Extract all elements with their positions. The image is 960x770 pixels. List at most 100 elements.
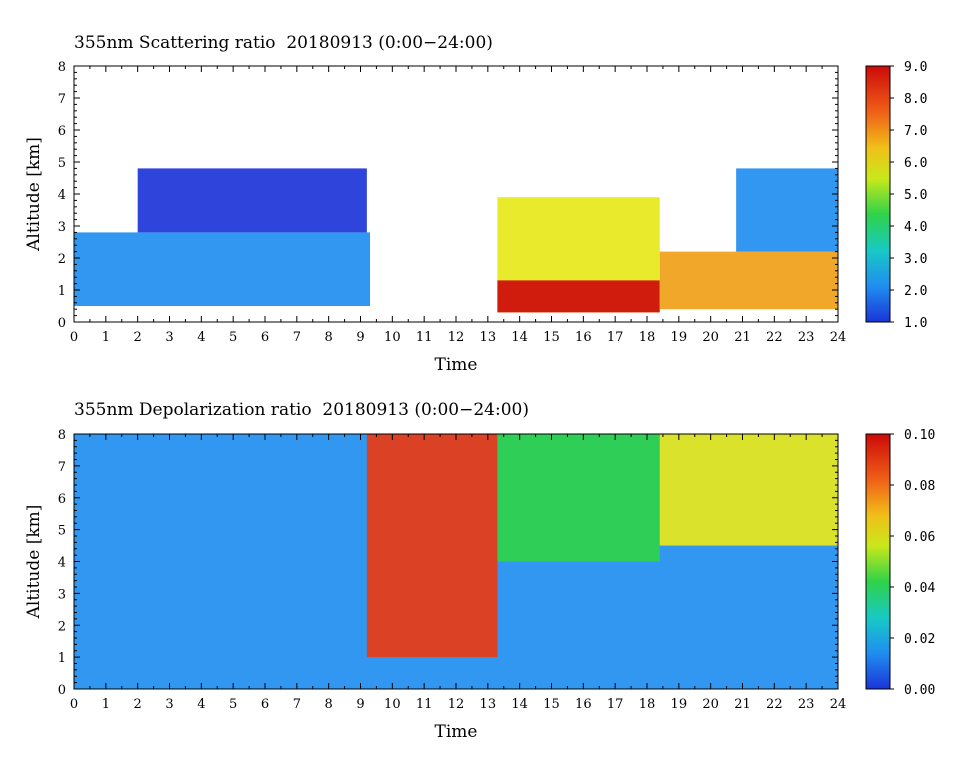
x-tick-label: 23 bbox=[798, 697, 815, 712]
x-tick-label: 19 bbox=[671, 697, 688, 712]
colorbar-tick-label: 0.00 bbox=[904, 683, 935, 698]
colorbar-tick-label: 4.0 bbox=[904, 220, 927, 235]
x-tick-label: 10 bbox=[384, 330, 401, 345]
heatmap-region bbox=[137, 168, 367, 233]
heatmap-region bbox=[659, 434, 838, 546]
y-tick-label: 8 bbox=[58, 428, 66, 443]
colorbar-tick-label: 5.0 bbox=[904, 188, 927, 203]
y-tick-label: 2 bbox=[58, 619, 66, 634]
x-tick-label: 24 bbox=[830, 330, 847, 345]
x-tick-label: 3 bbox=[165, 697, 173, 712]
colorbar bbox=[865, 65, 891, 323]
x-tick-label: 9 bbox=[356, 330, 364, 345]
y-tick-label: 5 bbox=[58, 524, 66, 539]
panel-0: 0 1 2 3 4 5 6 7 8 9 10 11 12 13 14 15 16 17 18 19 20 21 22 23 24… bbox=[24, 60, 927, 375]
heatmap-region bbox=[497, 434, 660, 562]
x-tick-label: 18 bbox=[639, 330, 656, 345]
colorbar bbox=[865, 433, 891, 690]
x-tick-label: 0 bbox=[70, 330, 78, 345]
x-tick-label: 12 bbox=[448, 697, 465, 712]
chart-title-depolarization: 355nm Depolarization ratio 20180913 (0:0… bbox=[74, 400, 529, 420]
x-tick-label: 14 bbox=[511, 697, 528, 712]
colorbar-tick-label: 0.02 bbox=[904, 632, 935, 647]
x-tick-label: 20 bbox=[702, 330, 719, 345]
x-tick-label: 5 bbox=[229, 697, 237, 712]
colorbar-tick-label: 6.0 bbox=[904, 156, 927, 171]
x-tick-label: 13 bbox=[480, 330, 497, 345]
x-tick-label: 8 bbox=[325, 697, 333, 712]
x-tick-label: 15 bbox=[543, 330, 560, 345]
x-tick-label: 19 bbox=[671, 330, 688, 345]
colorbar-tick-label: 0.10 bbox=[904, 428, 935, 443]
x-tick-label: 24 bbox=[830, 697, 847, 712]
x-tick-label: 5 bbox=[229, 330, 237, 345]
y-tick-label: 3 bbox=[58, 587, 66, 602]
colorbar-tick-label: 8.0 bbox=[904, 92, 927, 107]
x-tick-label: 22 bbox=[766, 330, 783, 345]
x-tick-label: 7 bbox=[293, 330, 301, 345]
x-tick-label: 4 bbox=[197, 330, 205, 345]
x-tick-label: 20 bbox=[702, 697, 719, 712]
x-tick-label: 16 bbox=[575, 697, 592, 712]
colorbar-tick-label: 0.04 bbox=[904, 581, 935, 596]
x-tick-label: 11 bbox=[416, 697, 433, 712]
y-tick-label: 0 bbox=[58, 683, 66, 698]
x-tick-label: 11 bbox=[416, 330, 433, 345]
x-tick-label: 17 bbox=[607, 330, 624, 345]
x-tick-label: 2 bbox=[134, 330, 142, 345]
panel-1: 0 1 2 3 4 5 6 7 8 9 10 11 12 13 14 15 16 17 18 19 20 21 22 23 24… bbox=[24, 428, 935, 742]
colorbar-tick-label: 1.0 bbox=[904, 316, 927, 331]
colorbar-tick-label: 9.0 bbox=[904, 60, 927, 75]
x-tick-label: 7 bbox=[293, 697, 301, 712]
y-tick-label: 3 bbox=[58, 220, 66, 235]
colorbar-tick-label: 7.0 bbox=[904, 124, 927, 139]
x-tick-label: 18 bbox=[639, 697, 656, 712]
x-tick-label: 14 bbox=[511, 330, 528, 345]
heatmap-region bbox=[659, 251, 838, 310]
x-tick-label: 12 bbox=[448, 330, 465, 345]
x-tick-label: 2 bbox=[134, 697, 142, 712]
y-tick-label: 7 bbox=[58, 92, 66, 107]
y-tick-label: 6 bbox=[58, 492, 66, 507]
x-axis-label: Time bbox=[435, 722, 478, 742]
y-tick-label: 4 bbox=[58, 556, 66, 571]
x-tick-label: 17 bbox=[607, 697, 624, 712]
x-tick-label: 0 bbox=[70, 697, 78, 712]
x-tick-label: 15 bbox=[543, 697, 560, 712]
x-tick-label: 21 bbox=[734, 330, 751, 345]
y-axis-label: Altitude [km] bbox=[24, 137, 44, 252]
y-tick-label: 7 bbox=[58, 460, 66, 475]
colorbar-tick-label: 0.06 bbox=[904, 530, 935, 545]
x-tick-label: 22 bbox=[766, 697, 783, 712]
y-tick-label: 2 bbox=[58, 252, 66, 267]
colorbar-tick-label: 3.0 bbox=[904, 252, 927, 267]
y-tick-label: 1 bbox=[58, 284, 66, 299]
x-tick-label: 21 bbox=[734, 697, 751, 712]
colorbar-tick-label: 0.08 bbox=[904, 479, 935, 494]
x-tick-label: 8 bbox=[325, 330, 333, 345]
x-tick-label: 23 bbox=[798, 330, 815, 345]
colorbar-tick-label: 2.0 bbox=[904, 284, 927, 299]
x-tick-label: 16 bbox=[575, 330, 592, 345]
x-tick-label: 6 bbox=[261, 330, 269, 345]
y-tick-label: 1 bbox=[58, 651, 66, 666]
heatmap-region bbox=[366, 434, 498, 658]
y-axis-label: Altitude [km] bbox=[24, 505, 44, 620]
x-tick-label: 6 bbox=[261, 697, 269, 712]
y-tick-label: 6 bbox=[58, 124, 66, 139]
heatmap-region bbox=[74, 232, 371, 306]
y-tick-label: 5 bbox=[58, 156, 66, 171]
x-tick-label: 13 bbox=[480, 697, 497, 712]
y-tick-label: 8 bbox=[58, 60, 66, 75]
chart-title-scattering: 355nm Scattering ratio 20180913 (0:00−24… bbox=[74, 33, 493, 53]
y-tick-label: 4 bbox=[58, 188, 66, 203]
x-tick-label: 1 bbox=[102, 330, 110, 345]
heatmap-region bbox=[736, 168, 838, 252]
x-tick-label: 1 bbox=[102, 697, 110, 712]
x-tick-label: 10 bbox=[384, 697, 401, 712]
x-tick-label: 4 bbox=[197, 697, 205, 712]
x-tick-label: 3 bbox=[165, 330, 173, 345]
x-tick-label: 9 bbox=[356, 697, 364, 712]
x-axis-label: Time bbox=[435, 355, 478, 375]
